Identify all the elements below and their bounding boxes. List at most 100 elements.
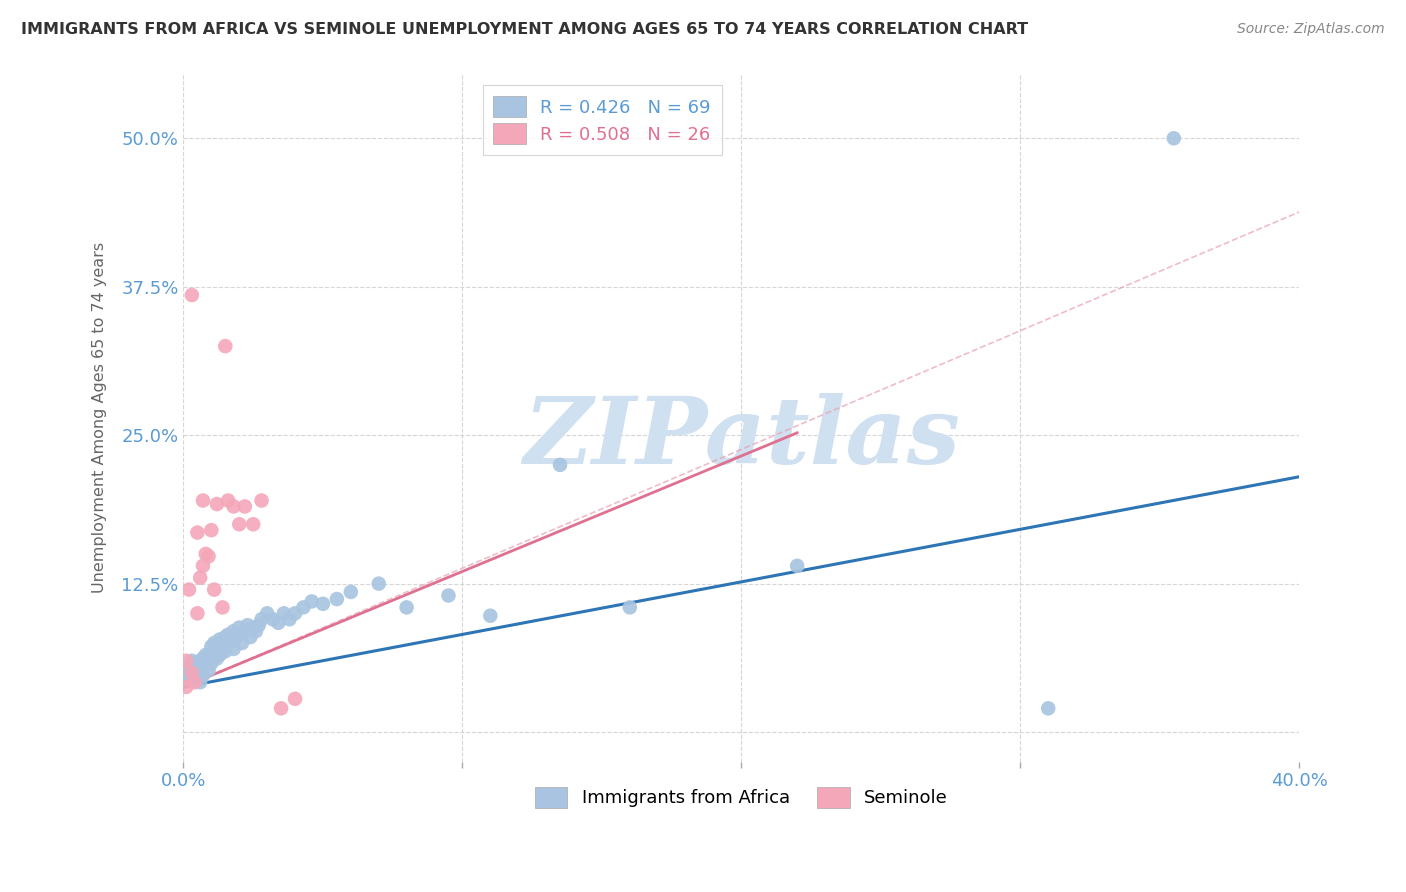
Point bbox=[186, 657, 208, 671]
Point bbox=[177, 582, 200, 597]
Point bbox=[194, 657, 217, 671]
Point bbox=[200, 648, 222, 662]
Point bbox=[174, 680, 197, 694]
Point bbox=[231, 636, 253, 650]
Point bbox=[214, 644, 236, 658]
Point bbox=[191, 651, 214, 665]
Point bbox=[236, 618, 259, 632]
Point bbox=[326, 592, 349, 607]
Point bbox=[200, 523, 222, 537]
Point bbox=[278, 612, 301, 626]
Legend: Immigrants from Africa, Seminole: Immigrants from Africa, Seminole bbox=[527, 780, 955, 814]
Point bbox=[188, 663, 211, 677]
Point bbox=[217, 636, 239, 650]
Point bbox=[619, 600, 641, 615]
Point bbox=[205, 642, 228, 657]
Point bbox=[180, 665, 202, 680]
Point bbox=[312, 597, 335, 611]
Point bbox=[233, 500, 256, 514]
Point bbox=[186, 665, 208, 680]
Point bbox=[180, 673, 202, 688]
Point bbox=[205, 497, 228, 511]
Point bbox=[197, 549, 219, 564]
Point bbox=[284, 607, 307, 621]
Point bbox=[247, 618, 270, 632]
Point bbox=[548, 458, 571, 472]
Point bbox=[242, 621, 264, 635]
Point bbox=[183, 675, 205, 690]
Point bbox=[186, 525, 208, 540]
Point bbox=[214, 630, 236, 644]
Point bbox=[191, 558, 214, 573]
Point bbox=[180, 654, 202, 668]
Point bbox=[1038, 701, 1060, 715]
Point bbox=[273, 607, 295, 621]
Text: Source: ZipAtlas.com: Source: ZipAtlas.com bbox=[1237, 22, 1385, 37]
Point bbox=[395, 600, 418, 615]
Point bbox=[233, 624, 256, 639]
Point bbox=[208, 648, 231, 662]
Point bbox=[222, 642, 245, 657]
Text: ZIPatlas: ZIPatlas bbox=[523, 393, 960, 483]
Point bbox=[242, 517, 264, 532]
Point bbox=[197, 663, 219, 677]
Point bbox=[194, 547, 217, 561]
Point bbox=[191, 493, 214, 508]
Point bbox=[219, 632, 242, 647]
Point bbox=[228, 621, 250, 635]
Point bbox=[177, 668, 200, 682]
Point bbox=[340, 585, 363, 599]
Point bbox=[197, 654, 219, 668]
Point bbox=[239, 630, 262, 644]
Point bbox=[437, 589, 460, 603]
Text: IMMIGRANTS FROM AFRICA VS SEMINOLE UNEMPLOYMENT AMONG AGES 65 TO 74 YEARS CORREL: IMMIGRANTS FROM AFRICA VS SEMINOLE UNEMP… bbox=[21, 22, 1028, 37]
Point bbox=[194, 648, 217, 662]
Point bbox=[267, 615, 290, 630]
Point bbox=[183, 659, 205, 673]
Point bbox=[200, 657, 222, 671]
Point bbox=[191, 668, 214, 682]
Point bbox=[245, 624, 267, 639]
Y-axis label: Unemployment Among Ages 65 to 74 years: Unemployment Among Ages 65 to 74 years bbox=[93, 242, 107, 593]
Point bbox=[1163, 131, 1185, 145]
Point bbox=[211, 640, 233, 654]
Point bbox=[225, 630, 247, 644]
Point bbox=[222, 624, 245, 639]
Point bbox=[250, 612, 273, 626]
Point bbox=[200, 640, 222, 654]
Point bbox=[214, 339, 236, 353]
Point bbox=[479, 608, 502, 623]
Point bbox=[217, 493, 239, 508]
Point bbox=[256, 607, 278, 621]
Point bbox=[211, 600, 233, 615]
Point bbox=[183, 669, 205, 683]
Point bbox=[180, 288, 202, 302]
Point bbox=[208, 632, 231, 647]
Point bbox=[191, 659, 214, 673]
Point bbox=[174, 672, 197, 686]
Point bbox=[284, 691, 307, 706]
Point bbox=[188, 571, 211, 585]
Point bbox=[186, 607, 208, 621]
Point bbox=[202, 644, 225, 658]
Point bbox=[188, 675, 211, 690]
Point bbox=[292, 600, 315, 615]
Point bbox=[202, 582, 225, 597]
Point bbox=[188, 654, 211, 668]
Point bbox=[202, 636, 225, 650]
Point bbox=[301, 594, 323, 608]
Point bbox=[177, 659, 200, 673]
Point bbox=[228, 517, 250, 532]
Point bbox=[186, 672, 208, 686]
Point bbox=[174, 665, 197, 680]
Point bbox=[367, 576, 389, 591]
Point bbox=[180, 663, 202, 677]
Point bbox=[174, 654, 197, 668]
Point bbox=[262, 612, 284, 626]
Point bbox=[217, 628, 239, 642]
Point bbox=[270, 701, 292, 715]
Point bbox=[205, 651, 228, 665]
Point bbox=[222, 500, 245, 514]
Point bbox=[250, 493, 273, 508]
Point bbox=[786, 558, 808, 573]
